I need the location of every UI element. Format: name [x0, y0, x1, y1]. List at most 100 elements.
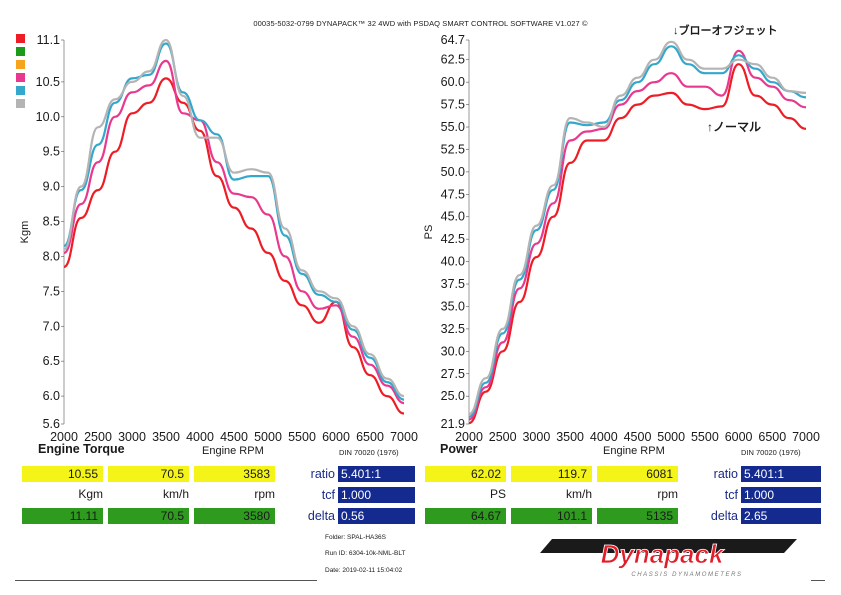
logo-wordmark: Dynapack	[601, 539, 725, 569]
power-speed-box: 119.7	[511, 466, 592, 482]
x-tick-label: 4000	[590, 430, 618, 444]
torque-din-standard: DIN 70020 (1976)	[339, 448, 399, 457]
series-line-0	[63, 77, 405, 415]
series-line-0	[468, 63, 807, 425]
y-tick-label: 35.0	[441, 299, 465, 313]
torque-chart: 5.6 6.0 6.5 7.0 7.5 8.0 8.5 9.0 9.5 10.0 10.5 11.1 2…	[19, 33, 418, 444]
power-delta-box: 2.65	[741, 508, 821, 524]
torque-unit-kmh: km/h	[162, 487, 189, 501]
x-tick-label: 3500	[556, 430, 584, 444]
legend-swatch-pink	[16, 73, 25, 82]
y-tick-label: 8.0	[43, 249, 60, 263]
x-tick-label: 4000	[186, 430, 214, 444]
run-id-info: Run ID: 6304-10k-NML-BLT	[325, 550, 406, 557]
y-tick-label: 9.5	[43, 145, 60, 159]
torque-max-speed-box: 70.5	[108, 508, 189, 524]
y-tick-label: 45.0	[441, 210, 465, 224]
torque-tcf-box: 1.000	[338, 487, 415, 503]
y-tick-label: 21.9	[441, 417, 465, 431]
series-line-1	[63, 59, 405, 405]
normal-annotation: ↑ノーマル	[707, 120, 762, 134]
power-delta-label: delta	[710, 509, 738, 523]
y-tick-label: 6.5	[43, 354, 60, 368]
y-tick-label: 50.0	[441, 165, 465, 179]
date-info: Date: 2019-02-11 15:04:02	[325, 567, 403, 574]
y-tick-label: 64.7	[441, 33, 465, 47]
y-tick-label: 37.5	[441, 277, 465, 291]
power-chart: 21.9 25.0 27.5 30.0 32.5 35.0 37.5 40.0 42.5 45.0…	[423, 33, 820, 444]
y-tick-label: 11.1	[37, 33, 60, 47]
power-max-rpm-box: 5135	[597, 508, 678, 524]
torque-delta-label: delta	[307, 509, 335, 523]
y-tick-label: 10.5	[36, 75, 60, 89]
y-tick-label: 7.5	[43, 284, 60, 298]
x-tick-label: 5500	[288, 430, 316, 444]
x-tick-label: 4500	[624, 430, 652, 444]
legend-swatch-green	[16, 47, 25, 56]
series-line-2	[468, 45, 807, 418]
y-tick-label: 8.5	[43, 215, 60, 229]
x-tick-label: 3000	[118, 430, 146, 444]
x-tick-label: 2500	[84, 430, 112, 444]
power-max-speed-box: 101.1	[511, 508, 592, 524]
series-line-2	[62, 42, 405, 401]
logo-tagline: CHASSIS DYNAMOMETERS	[631, 572, 742, 578]
y-tick-label: 47.5	[441, 187, 465, 201]
legend-swatch-cyan	[16, 86, 25, 95]
power-din-standard: DIN 70020 (1976)	[741, 448, 801, 457]
power-rpm-box: 6081	[597, 466, 678, 482]
y-tick-label: 52.5	[441, 142, 465, 156]
y-tick-label: 55.0	[441, 120, 465, 134]
series-line-3	[468, 40, 807, 416]
torque-ratio-box: 5.401:1	[338, 466, 415, 482]
blow-off-annotation: ↓ブローオフジェット	[673, 25, 778, 37]
y-tick-label: 10.0	[36, 110, 60, 124]
x-tick-label: 7000	[390, 430, 418, 444]
torque-rpm-box: 3583	[194, 466, 275, 482]
y-tick-label: 25.0	[441, 389, 465, 403]
x-tick-label: 6000	[322, 430, 350, 444]
series-line-3	[62, 38, 405, 398]
x-tick-label: 5000	[657, 430, 685, 444]
y-tick-label: 30.0	[441, 344, 465, 358]
folder-info: Folder: SPAL-HA36S	[325, 534, 386, 541]
torque-speed-box: 70.5	[108, 466, 189, 482]
y-tick-label: 9.0	[43, 180, 60, 194]
power-section-title: Power	[440, 442, 478, 456]
report-header: 00035-5032-0799 DYNAPACK™ 32 4WD with PS…	[253, 19, 588, 28]
power-max-value-box: 64.67	[425, 508, 506, 524]
torque-tcf-label: tcf	[321, 488, 335, 502]
footer-rule-right	[811, 580, 825, 581]
charts-svg: 5.6 6.0 6.5 7.0 7.5 8.0 8.5 9.0 9.5 10.0 10.5 11.1 2…	[19, 33, 820, 444]
torque-unit-kgm: Kgm	[78, 487, 103, 501]
y-tick-label: 57.5	[441, 98, 465, 112]
legend-swatch-gray	[16, 99, 25, 108]
x-tick-label: 6500	[356, 430, 384, 444]
x-tick-label: 2000	[455, 430, 483, 444]
y-tick-label: 6.0	[43, 389, 60, 403]
y-axis-label: PS	[423, 225, 435, 240]
torque-value-box: 10.55	[22, 466, 103, 482]
y-tick-label: 27.5	[441, 367, 465, 381]
x-tick-label: 5500	[691, 430, 719, 444]
footer-rule-left	[15, 580, 317, 581]
torque-unit-rpm: rpm	[254, 487, 275, 501]
legend-swatch-red	[16, 34, 25, 43]
power-tcf-label: tcf	[724, 488, 738, 502]
power-unit-kmh: km/h	[565, 487, 592, 501]
power-unit-ps: PS	[489, 487, 506, 501]
x-tick-label: 4500	[220, 430, 248, 444]
torque-section-title: Engine Torque	[38, 442, 125, 456]
y-tick-label: 40.0	[441, 255, 465, 269]
x-tick-label: 2000	[50, 430, 78, 444]
power-value-box: 62.02	[425, 466, 506, 482]
power-ratio-box: 5.401:1	[741, 466, 821, 482]
series-line-1	[468, 49, 807, 421]
torque-xlabel: Engine RPM	[202, 445, 264, 457]
x-tick-label: 5000	[254, 430, 282, 444]
power-xlabel: Engine RPM	[603, 445, 665, 457]
y-tick-label: 32.5	[441, 322, 465, 336]
logo-top-bar	[540, 539, 797, 553]
torque-ratio-label: ratio	[310, 467, 335, 481]
power-ratio-label: ratio	[713, 467, 738, 481]
